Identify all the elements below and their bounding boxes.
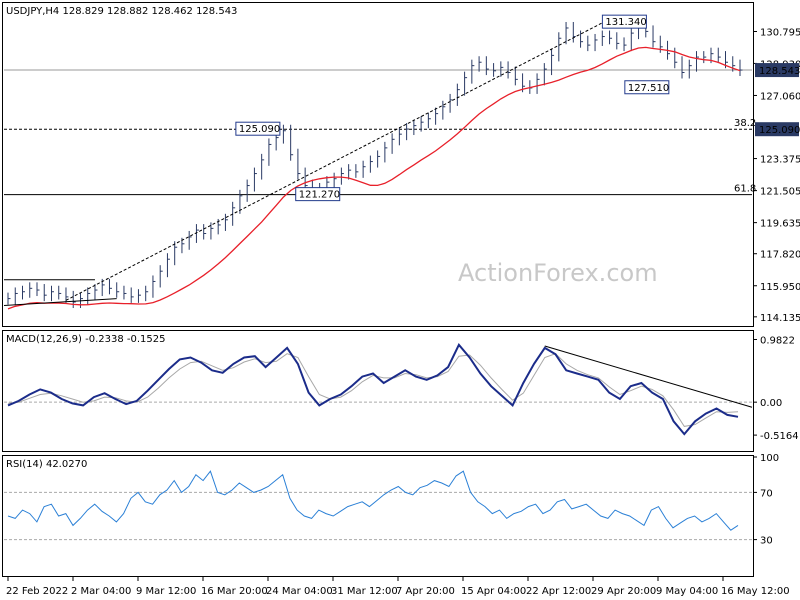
macd-signal-line: [7, 353, 739, 427]
range-bottom-line: [3, 298, 117, 306]
price-y-tick-label: 117.820: [760, 250, 800, 261]
axis-labels-group: 130.795128.930127.060123.375121.505119.6…: [6, 27, 800, 597]
trend-line: [65, 22, 603, 301]
price-y-tick-label: 127.060: [760, 91, 800, 102]
level-price-tag-label: 125.090: [759, 125, 800, 136]
macd-series-group: [4, 342, 753, 436]
rsi-y-tick-label: 100: [760, 453, 779, 464]
watermark: ActionForex.com: [458, 259, 658, 287]
price-y-tick-label: 119.635: [760, 219, 800, 230]
price-y-tick-label: 114.135: [760, 313, 800, 324]
price-y-tick-label: 121.505: [760, 187, 800, 198]
x-tick-label: 7 Apr 20:00: [396, 586, 455, 597]
x-tick-label: 2 Mar 04:00: [71, 586, 131, 597]
x-tick-label: 31 Mar 12:00: [331, 586, 398, 597]
x-tick-label: 29 Apr 20:00: [591, 586, 656, 597]
macd-line: [7, 342, 739, 436]
price-annotation-label: 127.510: [628, 83, 669, 94]
price-annotation-label: 121.270: [299, 190, 340, 201]
fib-level-label: 38.2: [734, 118, 756, 129]
price-y-tick-label: 130.795: [760, 27, 800, 38]
price-y-tick-label: 115.950: [760, 282, 800, 293]
price-annotation-box: [624, 80, 670, 95]
rsi-series-group: [4, 470, 752, 541]
last-price-tag: [755, 63, 799, 78]
macd-y-tick-label: 0.00: [760, 398, 782, 409]
price-annotation-box: [601, 14, 647, 29]
rsi-line: [7, 470, 739, 531]
macd-y-tick-label: -0.5164: [760, 431, 799, 442]
x-tick-label: 22 Feb 2022: [6, 586, 68, 597]
x-tick-label: 16 May 12:00: [721, 586, 790, 597]
level-price-tag: [755, 122, 799, 137]
x-tick-label: 24 Mar 04:00: [266, 586, 333, 597]
price-panel-title: USDJPY,H4 128.829 128.882 128.462 128.54…: [6, 6, 237, 17]
x-tick-label: 9 May 04:00: [656, 586, 718, 597]
macd-panel-frame: [2, 330, 754, 452]
price-annotation-box: [235, 121, 281, 136]
macd-y-tick-label: 0.9822: [760, 336, 795, 347]
price-series-group: 38.2 61.8 131.340 127.510 125.090 121.270: [3, 14, 756, 310]
fib-level-label: 61.8: [734, 184, 756, 195]
rsi-y-tick-label: 70: [760, 488, 773, 499]
price-y-tick-label: 123.375: [760, 155, 800, 166]
x-tick-label: 16 Mar 20:00: [201, 586, 268, 597]
price-panel-frame: [2, 2, 754, 327]
x-tick-label: 9 Mar 12:00: [136, 586, 196, 597]
x-tick-label: 15 Apr 04:00: [461, 586, 526, 597]
rsi-y-tick-label: 30: [760, 536, 773, 547]
rsi-panel-frame: [2, 455, 754, 577]
last-price-tag-label: 128.543: [759, 66, 800, 77]
price-annotation-label: 125.090: [239, 124, 280, 135]
macd-panel-title: MACD(12,26,9) -0.2338 -0.1525: [6, 334, 166, 345]
moving-average-line: [7, 46, 741, 310]
price-annotation-label: 131.340: [605, 17, 646, 28]
macd-trend-line: [544, 345, 753, 408]
rsi-panel-title: RSI(14) 42.0270: [6, 459, 87, 470]
x-tick-label: 22 Apr 12:00: [526, 586, 591, 597]
price-annotation-box: [295, 187, 341, 202]
